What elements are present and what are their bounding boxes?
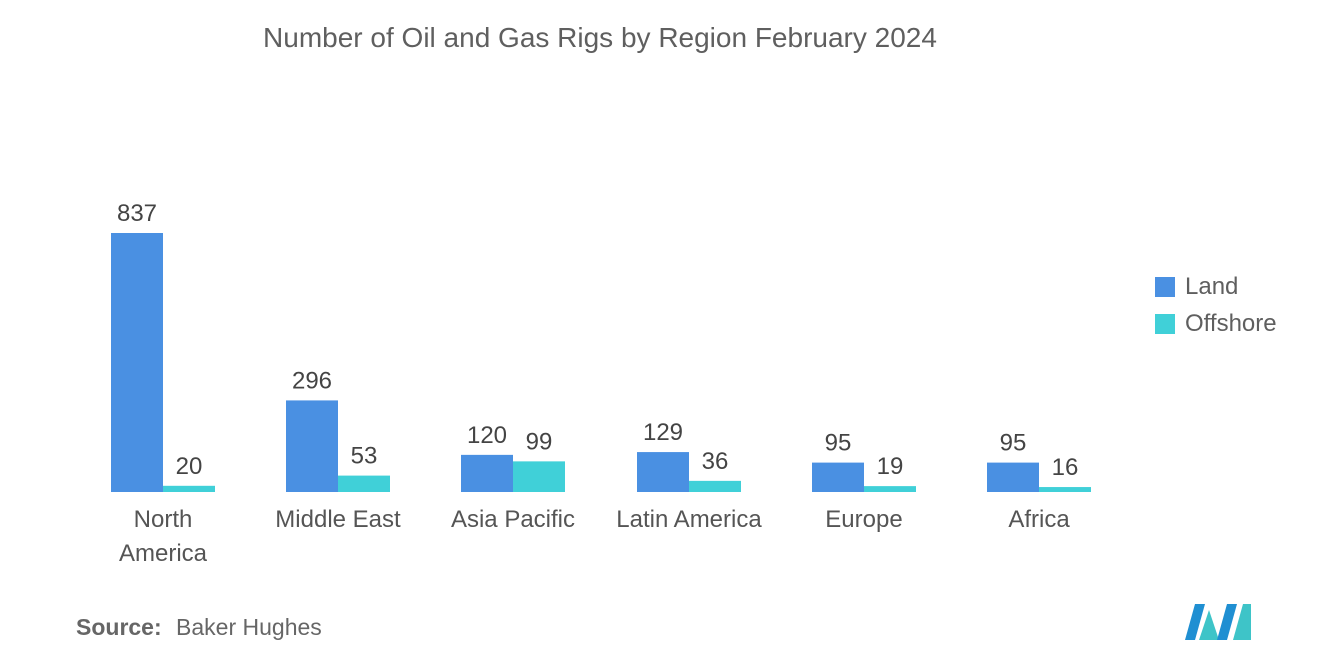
- bar-offshore: [1039, 487, 1091, 492]
- data-label-offshore: 19: [877, 453, 904, 480]
- bar-land: [637, 452, 689, 492]
- chart-legend: Land Offshore: [1155, 268, 1277, 342]
- data-label-offshore: 53: [351, 443, 378, 470]
- data-label-land: 296: [292, 367, 332, 394]
- data-label-offshore: 36: [702, 448, 729, 475]
- legend-swatch-land: [1155, 276, 1175, 297]
- legend-swatch-offshore: [1155, 313, 1175, 334]
- bar-offshore: [338, 475, 390, 492]
- data-label-offshore: 99: [526, 428, 553, 455]
- bar-offshore: [689, 480, 741, 492]
- legend-item-offshore: Offshore: [1155, 305, 1277, 342]
- bar-land: [111, 233, 163, 492]
- category-label: Europe: [825, 506, 902, 533]
- bar-offshore: [864, 486, 916, 492]
- category-label: Asia Pacific: [451, 506, 575, 533]
- data-label-land: 129: [643, 419, 683, 446]
- source-line: Source: Baker Hughes: [76, 614, 322, 641]
- legend-label-offshore: Offshore: [1185, 309, 1277, 337]
- category-label: Latin America: [616, 506, 762, 533]
- bar-land: [987, 462, 1039, 492]
- bar-offshore: [513, 461, 565, 492]
- category-label: North: [134, 506, 193, 533]
- bar-land: [461, 454, 513, 492]
- bar-offshore: [163, 485, 215, 492]
- chart-title: Number of Oil and Gas Rigs by Region Feb…: [263, 22, 937, 53]
- source-label: Source:: [76, 614, 162, 640]
- data-label-land: 95: [825, 430, 852, 457]
- bar-land: [286, 400, 338, 492]
- category-label: Africa: [1008, 506, 1070, 533]
- data-label-land: 95: [1000, 430, 1027, 457]
- category-label: Middle East: [275, 506, 401, 533]
- data-label-offshore: 16: [1052, 454, 1079, 481]
- data-label-land: 837: [117, 200, 157, 227]
- data-label-offshore: 20: [176, 453, 203, 480]
- category-label: America: [119, 540, 208, 567]
- bar-land: [812, 462, 864, 492]
- data-label-land: 120: [467, 422, 507, 449]
- legend-item-land: Land: [1155, 268, 1277, 305]
- mordor-intelligence-logo-icon: [1185, 604, 1251, 640]
- legend-label-land: Land: [1185, 272, 1239, 300]
- source-text: Baker Hughes: [176, 614, 322, 640]
